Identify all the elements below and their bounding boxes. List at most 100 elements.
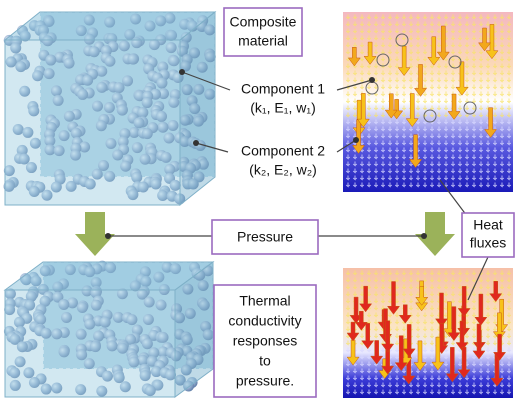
heat-fluxes-box bbox=[461, 212, 515, 258]
flux-arrow bbox=[366, 147, 372, 153]
flux-arrow bbox=[492, 147, 498, 153]
flux-arrow bbox=[429, 389, 435, 395]
particle bbox=[158, 88, 170, 100]
flux-arrow bbox=[422, 319, 428, 325]
compressed-cube bbox=[3, 260, 215, 398]
flux-arrow bbox=[352, 84, 358, 90]
flux-arrow bbox=[492, 347, 498, 353]
particle bbox=[118, 40, 130, 52]
flux-arrow bbox=[352, 382, 358, 388]
flux-arrow bbox=[436, 21, 442, 27]
flux-arrow bbox=[387, 133, 393, 139]
flux-arrow bbox=[366, 63, 372, 69]
flux-arrow bbox=[387, 154, 393, 160]
flux-arrow bbox=[387, 35, 393, 41]
flux-arrow bbox=[506, 84, 512, 90]
heat-flux bbox=[489, 281, 503, 303]
flux-arrow bbox=[408, 382, 414, 388]
heat-flux bbox=[394, 335, 408, 372]
flux-arrow bbox=[415, 14, 421, 20]
particle bbox=[113, 372, 125, 384]
flux-arrow bbox=[429, 28, 435, 34]
flux-arrow bbox=[366, 119, 372, 125]
flux-arrow bbox=[429, 298, 435, 304]
flux-arrow bbox=[366, 140, 372, 146]
heat-flux bbox=[484, 107, 498, 138]
particle bbox=[157, 331, 169, 343]
flux-arrow bbox=[471, 326, 477, 332]
flux-arrow bbox=[443, 140, 449, 146]
flux-arrow bbox=[359, 14, 365, 20]
flux-arrow bbox=[422, 28, 428, 34]
flux-arrow bbox=[422, 49, 428, 55]
heat-flux bbox=[457, 346, 471, 379]
particle bbox=[96, 385, 108, 397]
flux-arrow bbox=[366, 368, 372, 374]
flux-arrow bbox=[401, 270, 407, 276]
flux-arrow bbox=[373, 42, 379, 48]
flux-arrow bbox=[345, 340, 351, 346]
heat-flux bbox=[415, 286, 429, 306]
flux-arrow bbox=[394, 291, 400, 297]
heat-flux bbox=[349, 296, 363, 324]
flux-arrow bbox=[345, 175, 351, 181]
flux-arrow bbox=[499, 28, 505, 34]
flux-arrow bbox=[352, 182, 358, 188]
flux-arrow bbox=[443, 63, 449, 69]
flux-arrow bbox=[380, 277, 386, 283]
flux-arrow bbox=[387, 270, 393, 276]
flux-arrow bbox=[492, 14, 498, 20]
flux-arrow bbox=[352, 389, 358, 395]
flux-arrow bbox=[471, 21, 477, 27]
flux-arrow bbox=[415, 277, 421, 283]
flux-arrow bbox=[485, 63, 491, 69]
flux-arrow bbox=[401, 161, 407, 167]
flux-arrow bbox=[506, 28, 512, 34]
particle bbox=[150, 366, 162, 378]
flux-arrow bbox=[485, 140, 491, 146]
flux-arrow bbox=[429, 70, 435, 76]
flux-arrow bbox=[359, 35, 365, 41]
flux-arrow bbox=[506, 347, 512, 353]
flux-arrow bbox=[436, 133, 442, 139]
flux-arrow bbox=[408, 319, 414, 325]
flux-arrow bbox=[345, 147, 351, 153]
heat-flux bbox=[447, 93, 461, 120]
flux-arrow bbox=[401, 154, 407, 160]
flux-arrow bbox=[415, 375, 421, 381]
flux-arrow bbox=[464, 277, 470, 283]
flux-arrow bbox=[373, 312, 379, 318]
flux-arrow bbox=[443, 347, 449, 353]
flux-arrow bbox=[478, 175, 484, 181]
particle bbox=[15, 61, 27, 73]
flux-arrow bbox=[422, 182, 428, 188]
flux-arrow bbox=[422, 175, 428, 181]
flux-arrow bbox=[415, 326, 421, 332]
flux-arrow bbox=[380, 140, 386, 146]
flux-arrow bbox=[450, 147, 456, 153]
particle bbox=[96, 65, 108, 77]
response-label: Thermal bbox=[239, 293, 290, 309]
flux-arrow bbox=[345, 182, 351, 188]
flux-arrow bbox=[394, 182, 400, 188]
flux-arrow bbox=[422, 154, 428, 160]
flux-arrow bbox=[352, 161, 358, 167]
flux-arrow bbox=[394, 63, 400, 69]
flux-arrow bbox=[422, 368, 428, 374]
flux-arrow bbox=[373, 98, 379, 104]
flux-arrow bbox=[415, 28, 421, 34]
pressure-box bbox=[211, 219, 319, 255]
flux-arrow bbox=[394, 133, 400, 139]
flux-arrow bbox=[492, 270, 498, 276]
flux-arrow bbox=[499, 175, 505, 181]
flux-arrow bbox=[373, 14, 379, 20]
flux-arrow bbox=[478, 49, 484, 55]
heat-flux bbox=[354, 310, 368, 331]
particle bbox=[58, 130, 70, 142]
flux-arrow bbox=[359, 42, 365, 48]
flux-arrow bbox=[422, 77, 428, 83]
flux-arrow bbox=[352, 154, 358, 160]
flux-arrow bbox=[443, 133, 449, 139]
flux-arrow bbox=[373, 63, 379, 69]
flux-arrow bbox=[373, 277, 379, 283]
